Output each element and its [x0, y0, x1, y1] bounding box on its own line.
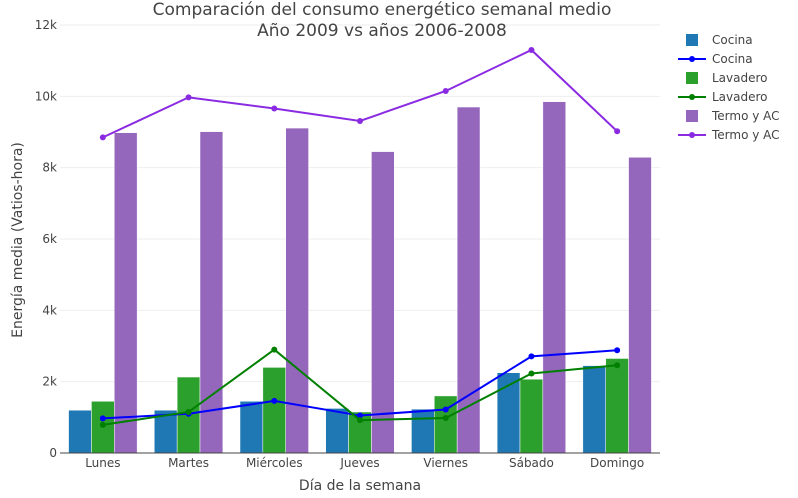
legend-label: Termo y AC [711, 109, 780, 123]
point-termo-y-ac [614, 128, 621, 135]
point-lavadero [528, 370, 535, 377]
x-tick-label: Miércoles [246, 456, 303, 470]
bar-termo-y-ac [371, 151, 395, 454]
bar-cocina [325, 408, 349, 454]
grid-lines [60, 24, 660, 383]
lines [99, 46, 621, 428]
x-tick-label: Sábado [509, 456, 554, 470]
legend-label: Termo y AC [711, 128, 780, 142]
point-lavadero [185, 408, 192, 415]
x-axis-title: Día de la semana [299, 478, 421, 494]
x-tick-label: Martes [168, 456, 209, 470]
legend-swatch-marker-termo-y-ac [689, 132, 695, 138]
y-tick-label: 2k [42, 375, 57, 389]
y-tick-label: 6k [42, 232, 57, 246]
point-lavadero [271, 346, 278, 353]
x-tick-label: Viernes [423, 456, 468, 470]
point-lavadero [442, 415, 449, 422]
y-axis-title: Energía media (Vatios-hora) [10, 142, 26, 338]
point-termo-y-ac [442, 87, 449, 94]
legend-label: Cocina [712, 33, 753, 47]
bar-lavadero [262, 367, 286, 454]
point-lavadero [357, 417, 363, 424]
chart-subtitle: Año 2009 vs años 2006-2008 [257, 21, 507, 41]
point-termo-y-ac [185, 94, 192, 101]
y-tick-label: 10k [35, 89, 57, 103]
bar-termo-y-ac [628, 157, 652, 454]
point-cocina [357, 412, 363, 419]
bar-cocina [582, 365, 606, 454]
y-tick-label: 8k [42, 161, 57, 175]
point-cocina [99, 415, 106, 422]
legend-swatch-marker-lavadero [689, 94, 695, 100]
legend-swatch-bar-termo-y-ac [686, 110, 698, 122]
x-tick-label: Domingo [590, 456, 644, 470]
bar-termo-y-ac [199, 131, 224, 454]
point-termo-y-ac [357, 117, 363, 124]
legend: Cocina Cocina Lavadero Lavadero Termo y AC Te… [678, 33, 780, 142]
line-termo-y-ac [102, 48, 618, 139]
bar-lavadero [519, 378, 544, 454]
chart-title: Comparación del consumo energético seman… [153, 0, 612, 20]
legend-swatch-bar-cocina [686, 34, 698, 46]
point-cocina [528, 353, 535, 360]
point-termo-y-ac [271, 105, 278, 112]
point-termo-y-ac [99, 134, 106, 141]
bar-cocina [239, 401, 264, 454]
point-cocina [442, 406, 449, 413]
y-tick-label: 12k [35, 18, 57, 32]
y-tick-label: 4k [42, 303, 57, 317]
tick-labels: 0 2k 4k 6k 8k 10k 12k Lunes Martes Miércoles Jueve… [35, 18, 644, 470]
legend-label: Lavadero [712, 90, 768, 104]
bar-termo-y-ac [114, 132, 138, 454]
x-tick-label: Jueves [339, 456, 379, 470]
legend-label: Lavadero [712, 71, 768, 85]
bar-lavadero [605, 358, 629, 454]
legend-swatch-marker-cocina [689, 56, 695, 62]
point-termo-y-ac [528, 46, 535, 53]
bar-cocina [68, 409, 92, 454]
legend-swatch-bar-lavadero [686, 72, 698, 84]
legend-label: Cocina [712, 52, 753, 66]
bars [68, 101, 652, 454]
point-lavadero [614, 362, 621, 369]
y-tick-label: 0 [49, 446, 57, 460]
point-cocina [271, 397, 278, 404]
point-lavadero [99, 421, 106, 428]
bar-cocina [411, 408, 435, 454]
point-cocina [614, 347, 621, 354]
bar-termo-y-ac [542, 101, 566, 454]
x-tick-label: Lunes [85, 456, 120, 470]
